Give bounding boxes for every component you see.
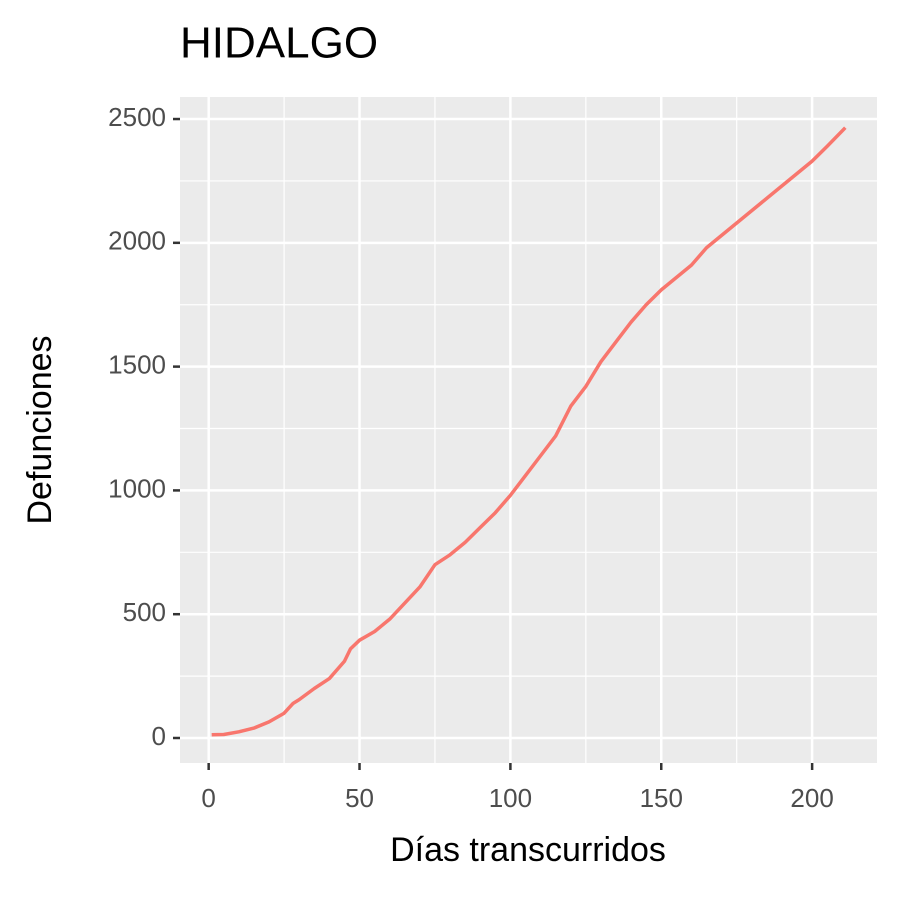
x-tick-label: 0 bbox=[201, 783, 215, 813]
x-tick-label: 50 bbox=[345, 783, 374, 813]
y-tick-label: 500 bbox=[123, 597, 166, 627]
y-tick-label: 1000 bbox=[108, 473, 166, 503]
x-tick-label: 150 bbox=[640, 783, 683, 813]
x-tick-label: 100 bbox=[489, 783, 532, 813]
y-axis-title: Defunciones bbox=[21, 335, 59, 524]
panel bbox=[180, 97, 877, 763]
y-tick-label: 0 bbox=[152, 721, 166, 751]
y-tick-label: 1500 bbox=[108, 349, 166, 379]
chart-title: HIDALGO bbox=[180, 19, 378, 68]
x-axis-title: Días transcurridos bbox=[390, 831, 666, 869]
y-tick-label: 2500 bbox=[108, 102, 166, 132]
x-tick-label: 200 bbox=[790, 783, 833, 813]
y-tick-label: 2000 bbox=[108, 226, 166, 256]
line bbox=[211, 126, 847, 737]
